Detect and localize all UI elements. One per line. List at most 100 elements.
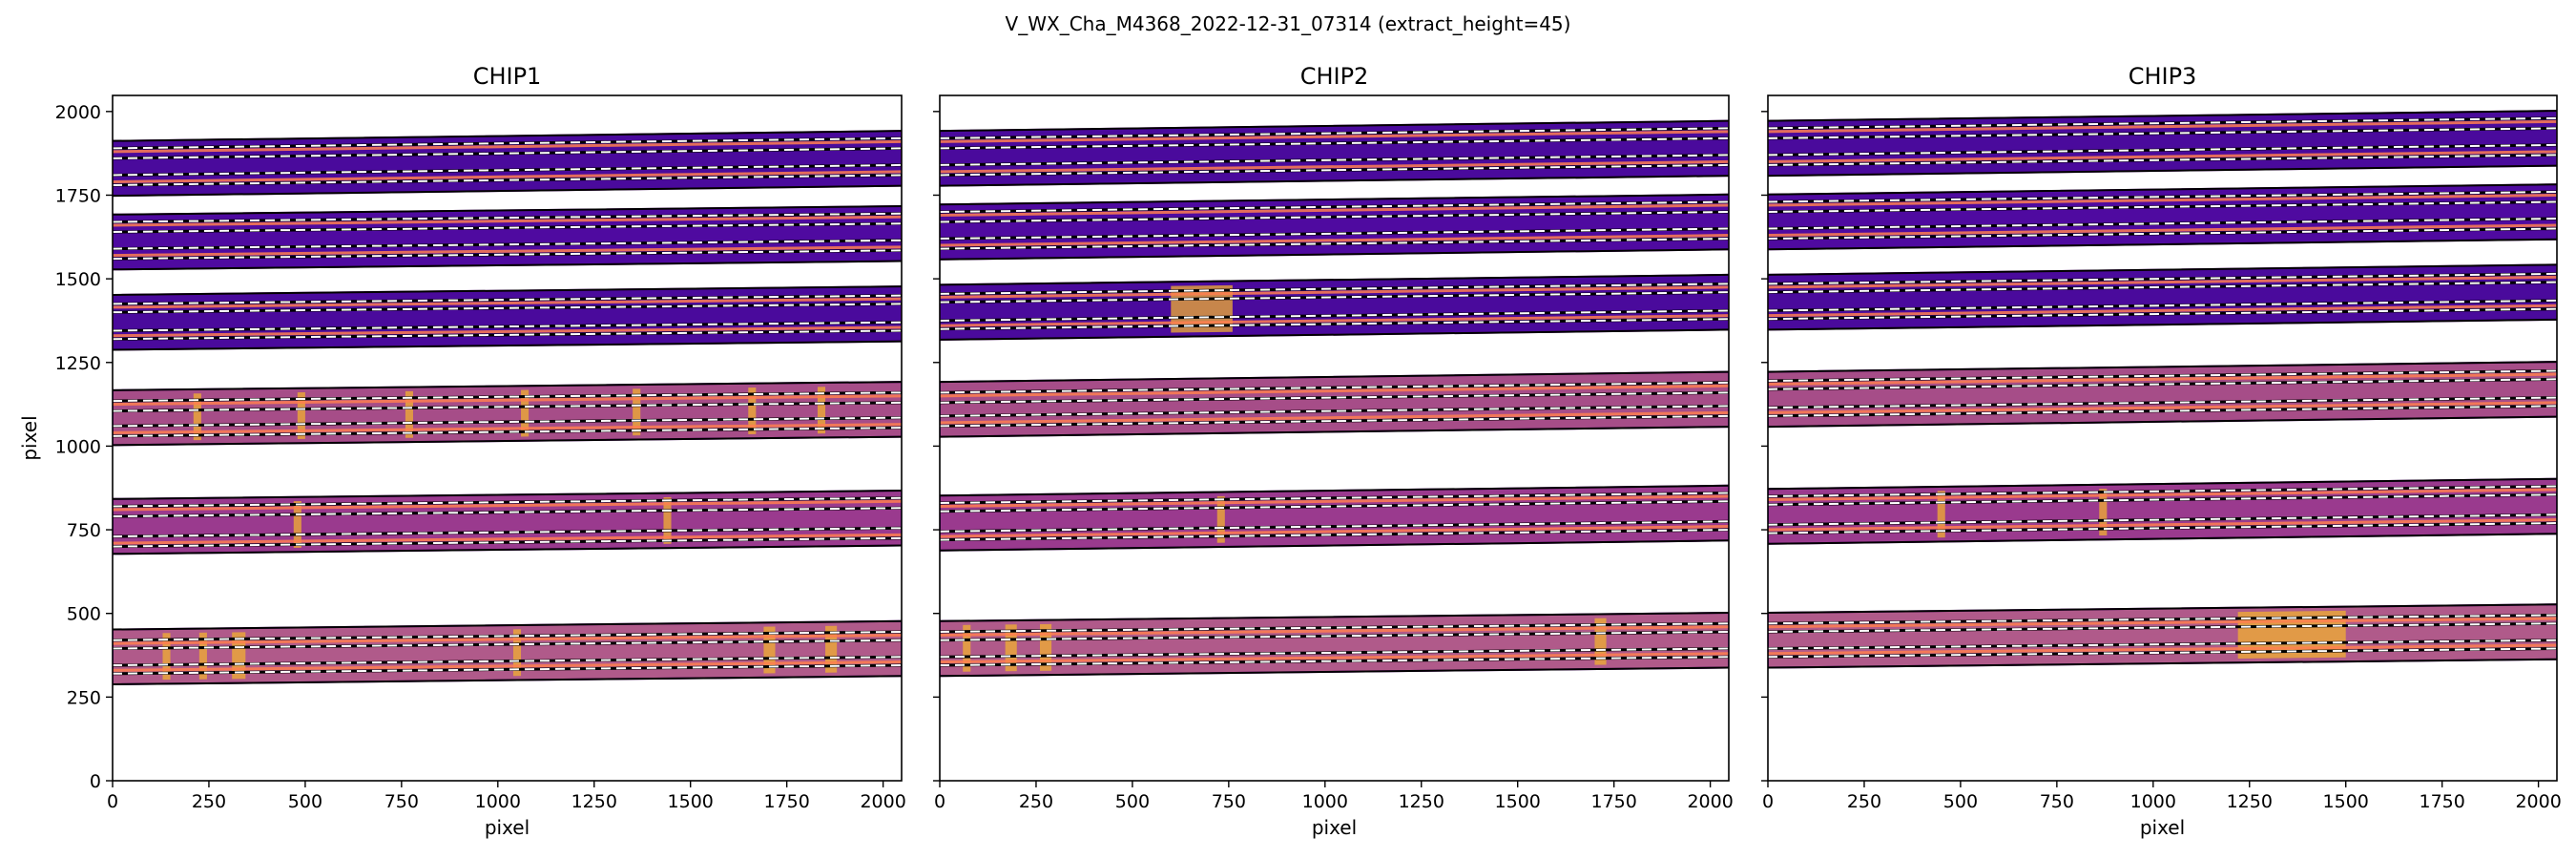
trace-line <box>1768 401 2557 414</box>
trace-line <box>1768 518 2557 532</box>
trace-line <box>1768 119 2557 134</box>
extraction-dash <box>113 147 902 159</box>
extraction-dash <box>1768 369 2557 383</box>
chip-title: CHIP1 <box>473 63 542 90</box>
trace-line <box>940 130 1729 143</box>
axes-frame <box>112 94 903 782</box>
order-edge <box>940 273 1729 286</box>
order-band <box>940 273 1729 341</box>
order-edge <box>940 248 1729 261</box>
order-band <box>940 193 1729 261</box>
chip-panel: CHIP1 0 250 500 750 1000 1250 1500 1750 2000 0 250 5… <box>18 63 906 839</box>
order-edge <box>940 193 1729 206</box>
x-tick-label: 1000 <box>1302 791 1348 812</box>
extraction-dash <box>113 527 902 538</box>
extraction-dash <box>940 414 1729 428</box>
axes-frame <box>939 94 1730 782</box>
bright-feature <box>232 632 246 680</box>
x-tick-label: 1500 <box>668 791 714 812</box>
extraction-dash <box>113 630 902 641</box>
bright-feature <box>512 629 522 677</box>
y-tick-label: 250 <box>67 687 101 708</box>
axes-frame <box>1767 94 2558 782</box>
order-band <box>1768 183 2557 251</box>
extraction-dash <box>113 212 902 223</box>
order-edge <box>113 130 902 142</box>
extraction-dash <box>1768 299 2557 312</box>
order-edge <box>113 381 902 391</box>
extraction-dash <box>113 136 902 150</box>
extraction-dash <box>940 381 1729 394</box>
extraction-dash <box>940 630 1729 641</box>
trace-line <box>113 245 902 258</box>
order-band <box>940 612 1729 678</box>
trace-line <box>113 633 902 645</box>
y-tick-label: 1250 <box>55 353 101 374</box>
extraction-dash <box>940 211 1729 223</box>
extraction-dash <box>1768 493 2557 506</box>
y-tick-label: 750 <box>67 520 101 541</box>
order-edge <box>1768 164 2557 178</box>
order-edge <box>1768 415 2557 429</box>
extraction-dash <box>113 427 902 437</box>
extraction-dash <box>1768 614 2557 625</box>
extraction-dash <box>940 500 1729 513</box>
extraction-dash <box>113 239 902 250</box>
extraction-dash <box>113 329 902 341</box>
order-edge <box>940 370 1729 384</box>
trace-line <box>113 215 902 227</box>
y-tick-label: 0 <box>90 771 101 792</box>
order-edge <box>113 544 902 555</box>
extraction-dash <box>940 154 1729 166</box>
bright-feature <box>1039 623 1052 671</box>
order-band <box>113 619 902 686</box>
extraction-dash <box>1768 647 2557 659</box>
x-tick-label: 2000 <box>860 791 905 812</box>
plot-area <box>113 130 902 686</box>
chip-title: CHIP2 <box>1300 63 1369 90</box>
trace-line <box>113 423 902 434</box>
order-edge <box>1768 477 2557 491</box>
extraction-dash <box>1768 200 2557 214</box>
x-tick-label: 1500 <box>2323 791 2369 812</box>
extraction-dash <box>113 222 902 234</box>
order-strip <box>940 370 1729 438</box>
bright-feature <box>663 496 672 544</box>
extraction-dash <box>940 647 1729 659</box>
order-edge <box>940 175 1729 187</box>
order-edge <box>1768 238 2557 251</box>
bright-feature <box>963 624 971 672</box>
x-tick-label: 1750 <box>1590 791 1636 812</box>
bright-feature <box>633 388 641 436</box>
x-tick-label: 1750 <box>2419 791 2464 812</box>
order-edge <box>113 260 902 271</box>
order-edge <box>940 539 1729 552</box>
bright-feature <box>763 626 776 674</box>
order-edge <box>940 119 1729 133</box>
bright-feature <box>817 387 826 434</box>
order-edge <box>1768 533 2557 545</box>
extraction-dash <box>113 496 902 508</box>
order-band <box>1768 110 2557 178</box>
trace-line <box>940 384 1729 398</box>
order-strip <box>113 619 902 686</box>
extraction-dash <box>940 309 1729 322</box>
extraction-dash <box>1768 272 2557 285</box>
extraction-dash <box>1768 378 2557 390</box>
trace-line <box>1768 150 2557 163</box>
extraction-dash <box>940 227 1729 241</box>
x-tick-label: 1500 <box>1495 791 1541 812</box>
extraction-dash <box>940 200 1729 214</box>
order-band <box>113 490 902 555</box>
extraction-dash <box>113 401 902 412</box>
trace-line <box>1768 275 2557 289</box>
order-band <box>113 130 902 198</box>
extraction-dash <box>940 529 1729 541</box>
order-edge <box>113 340 902 351</box>
bright-feature <box>405 390 413 438</box>
trace-line <box>940 494 1729 509</box>
x-tick-label: 250 <box>192 791 226 812</box>
bright-feature <box>293 501 301 548</box>
order-edge <box>1768 603 2557 615</box>
